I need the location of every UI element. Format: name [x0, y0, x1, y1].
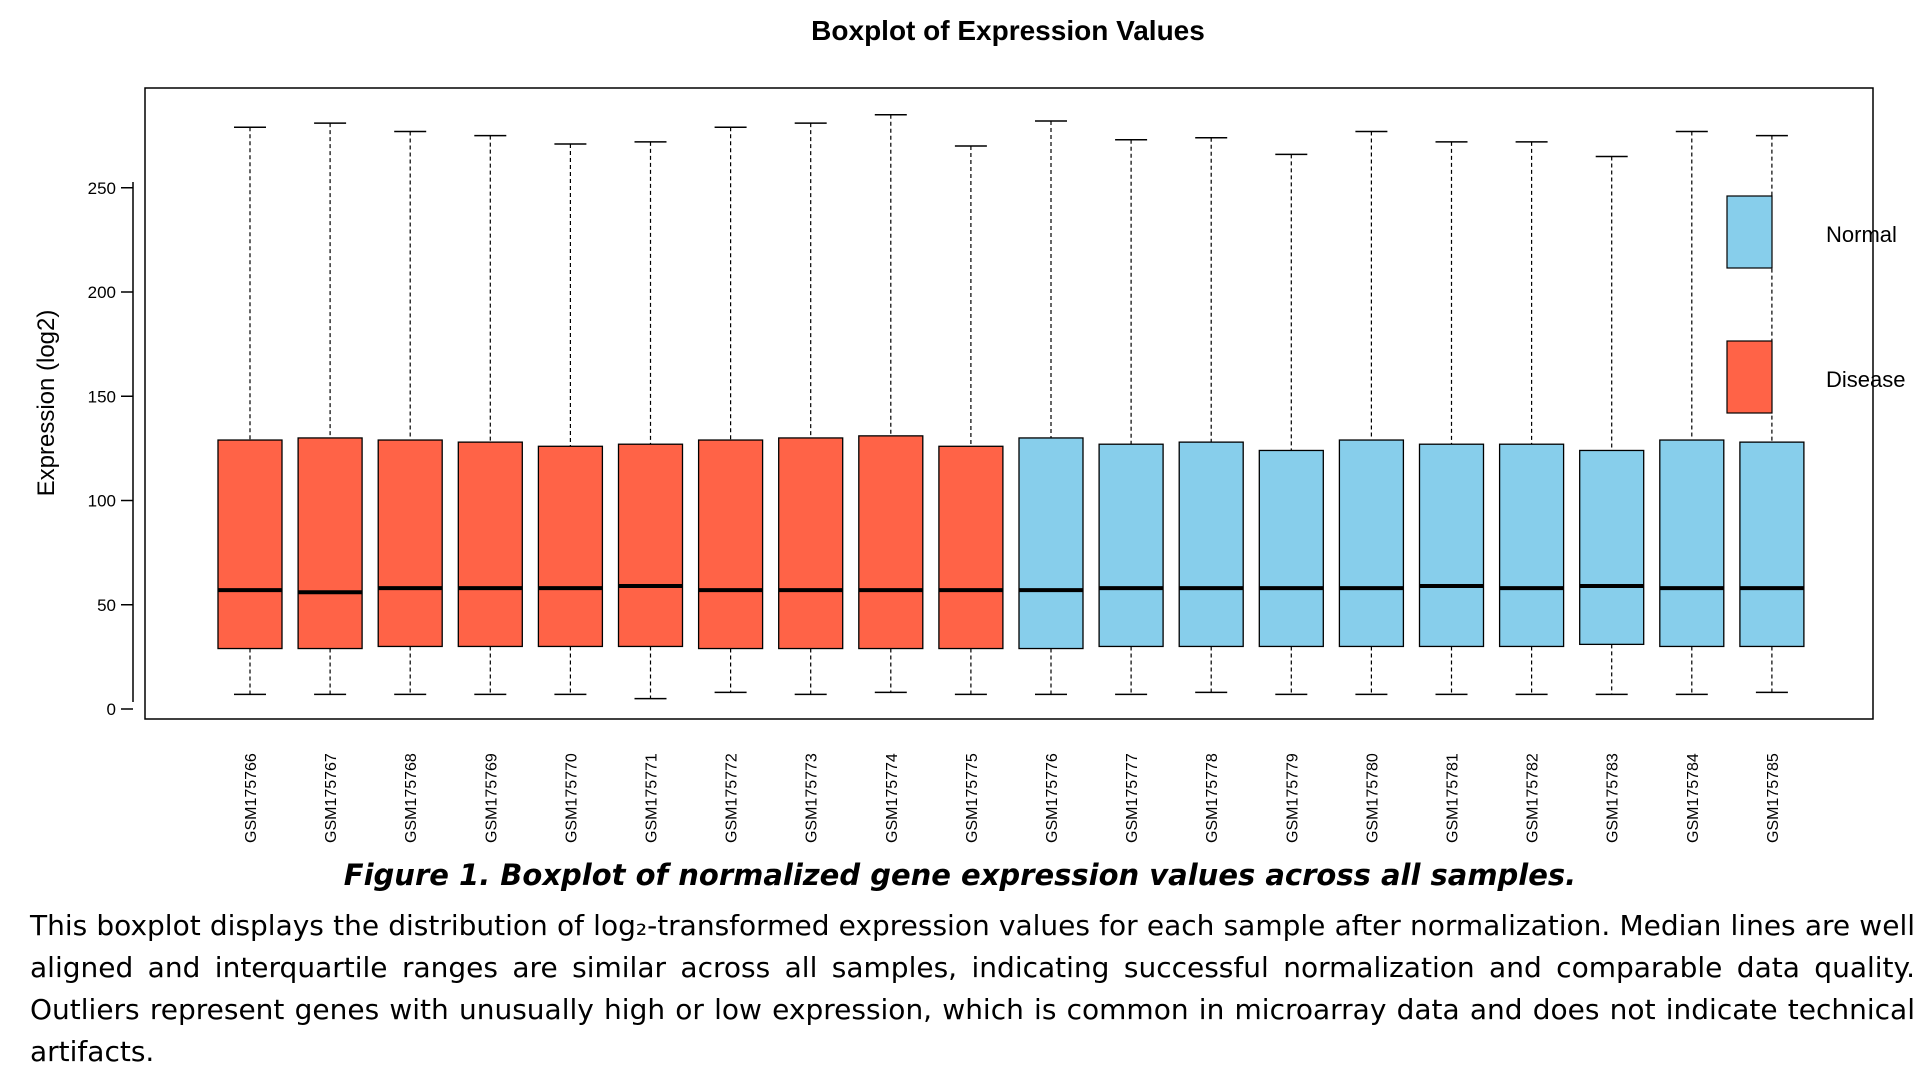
x-tick-label: GSM175768: [403, 753, 420, 843]
box-iqr: [1258, 449, 1324, 648]
box-iqr: [1418, 443, 1485, 648]
box-GSM175777: [1098, 139, 1164, 696]
x-tick-label: GSM175784: [1685, 753, 1702, 843]
box-GSM175771: [617, 141, 684, 700]
box-GSM175770: [537, 143, 604, 696]
box-GSM175773: [778, 122, 844, 696]
legend-swatch-disease: [1726, 340, 1773, 414]
x-tick-label: GSM175781: [1445, 753, 1462, 843]
y-tick-label: 50: [97, 596, 116, 615]
box-GSM175767: [297, 122, 363, 696]
x-tick-label: GSM175777: [1124, 753, 1141, 843]
box-iqr: [1498, 443, 1565, 648]
x-tick-label: GSM175780: [1364, 753, 1381, 843]
box-GSM175766: [217, 126, 283, 696]
x-tick-label: GSM175779: [1284, 753, 1301, 843]
boxplot-chart: Boxplot of Expression Values 0 50 100 150 20…: [33, 15, 1905, 843]
y-tick-label: 200: [88, 283, 116, 302]
x-tick-label: GSM175771: [644, 753, 661, 843]
x-tick-label: GSM175776: [1044, 753, 1061, 843]
chart-title: Boxplot of Expression Values: [811, 15, 1205, 46]
y-axis-label: Expression (log2): [33, 310, 60, 497]
y-tick-label: 150: [88, 387, 116, 406]
box-GSM175778: [1178, 136, 1244, 694]
x-axis-labels: GSM175766 GSM175767 GSM175768 GSM175769 GSM1…: [243, 753, 1782, 843]
x-tick-label: GSM175778: [1204, 753, 1221, 843]
legend-label-disease: Disease: [1826, 367, 1905, 392]
x-tick-label: GSM175775: [964, 753, 981, 843]
x-tick-label: GSM175770: [563, 753, 580, 843]
box-iqr: [377, 439, 443, 648]
box-GSM175785: [1739, 134, 1805, 694]
x-tick-label: GSM175772: [724, 753, 741, 843]
box-iqr: [1739, 441, 1805, 648]
box-iqr: [1659, 439, 1725, 648]
box-GSM175784: [1659, 130, 1725, 696]
box-GSM175780: [1338, 130, 1405, 696]
x-tick-label: GSM175766: [243, 753, 260, 843]
box-GSM175768: [377, 130, 443, 696]
box-iqr: [697, 439, 764, 650]
box-iqr: [297, 437, 363, 650]
box-iqr: [457, 441, 523, 648]
box-GSM175774: [858, 114, 924, 694]
x-tick-label: GSM175774: [884, 753, 901, 843]
legend-label-normal: Normal: [1826, 222, 1897, 247]
x-tick-label: GSM175769: [483, 753, 500, 843]
box-iqr: [1178, 441, 1244, 648]
x-tick-label: GSM175773: [804, 753, 821, 843]
box-GSM175772: [697, 126, 764, 694]
box-iqr: [938, 445, 1004, 650]
box-GSM175783: [1579, 155, 1645, 696]
box-iqr: [778, 437, 844, 650]
plot-frame: [144, 87, 1874, 720]
box-GSM175776: [1018, 120, 1084, 696]
box-iqr: [1579, 449, 1645, 646]
x-tick-label: GSM175785: [1765, 753, 1782, 843]
x-tick-label: GSM175783: [1605, 753, 1622, 843]
box-GSM175779: [1258, 153, 1324, 696]
box-GSM175769: [457, 134, 523, 696]
legend: Normal Disease: [1726, 195, 1905, 414]
y-tick-label: 100: [88, 492, 116, 511]
box-iqr: [617, 443, 684, 648]
box-iqr: [1338, 439, 1405, 648]
box-GSM175775: [938, 145, 1004, 696]
boxes: [217, 114, 1805, 700]
y-tick-label: 250: [88, 179, 116, 198]
figure-caption: Figure 1. Boxplot of normalized gene exp…: [343, 858, 1577, 892]
box-iqr: [217, 439, 283, 650]
box-iqr: [537, 445, 604, 648]
box-iqr: [1018, 437, 1084, 650]
box-GSM175781: [1418, 141, 1485, 696]
y-axis-ticks: 0 50 100 150 200 250: [88, 179, 133, 719]
box-iqr: [858, 435, 924, 650]
x-tick-label: GSM175767: [323, 753, 340, 843]
figure-description: This boxplot displays the distribution o…: [30, 909, 1915, 1068]
legend-swatch-normal: [1726, 195, 1773, 269]
y-tick-label: 0: [107, 700, 116, 719]
box-GSM175782: [1498, 141, 1565, 696]
x-tick-label: GSM175782: [1525, 753, 1542, 843]
box-iqr: [1098, 443, 1164, 648]
